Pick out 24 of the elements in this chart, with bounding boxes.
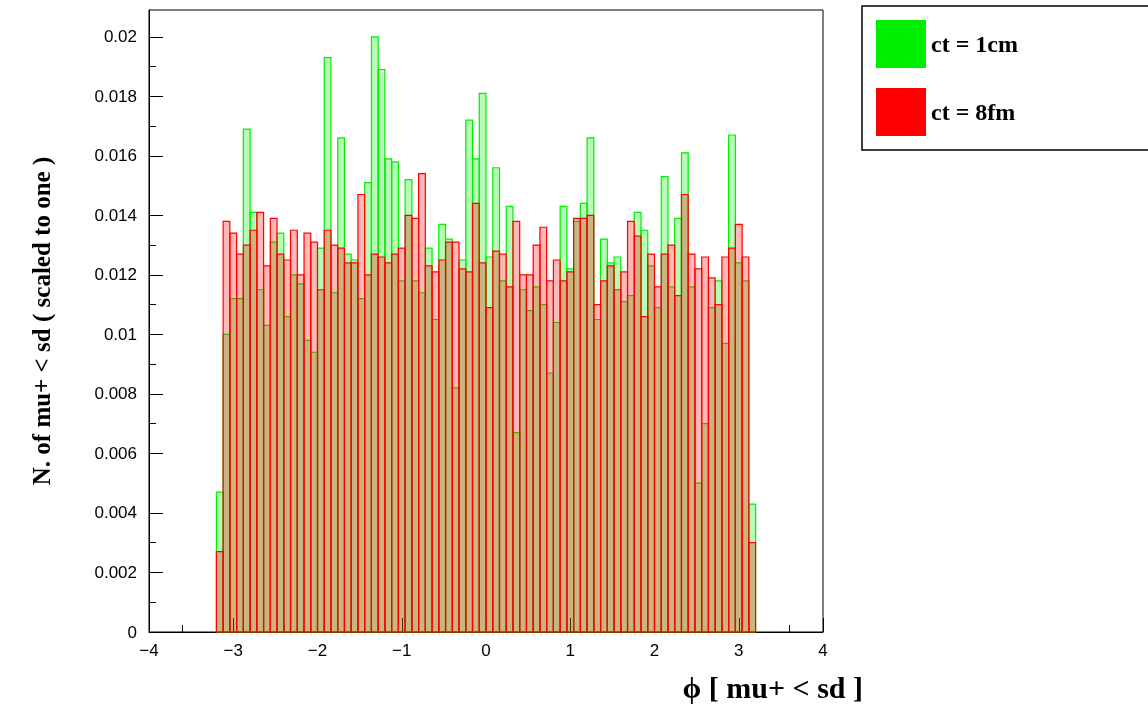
- x-tick-label: 4: [818, 641, 828, 660]
- x-tick-label: 1: [565, 641, 575, 660]
- x-tick-label: −4: [139, 641, 159, 660]
- y-tick-label: 0.008: [94, 384, 137, 404]
- x-tick-label: −1: [392, 641, 412, 660]
- y-tick-label: 0: [127, 622, 137, 642]
- x-tick-label: 0: [481, 641, 491, 660]
- x-tick-label: −3: [223, 641, 243, 660]
- x-tick-label: 2: [649, 641, 660, 660]
- y-axis-title: N. of mu+ < sd ( scaled to one ): [28, 156, 56, 486]
- y-tick-label: 0.014: [94, 205, 137, 225]
- y-tick-label: 0.002: [94, 562, 137, 582]
- y-tick-label: 0.018: [94, 86, 137, 106]
- y-tick-label: 0.01: [103, 324, 137, 344]
- y-tick-label: 0.004: [94, 503, 137, 523]
- x-axis-title: ϕ [ mu+ < sd ]: [682, 670, 863, 704]
- legend-label: ct = 1cm: [931, 31, 1018, 57]
- x-tick-label: 3: [734, 641, 744, 660]
- x-tick-label: −2: [307, 641, 328, 660]
- y-tick-label: 0.02: [103, 27, 137, 47]
- y-tick-label: 0.016: [94, 146, 137, 166]
- legend-label: ct = 8fm: [931, 99, 1016, 125]
- y-tick-label: 0.012: [94, 265, 137, 285]
- y-tick-label: 0.006: [94, 443, 137, 463]
